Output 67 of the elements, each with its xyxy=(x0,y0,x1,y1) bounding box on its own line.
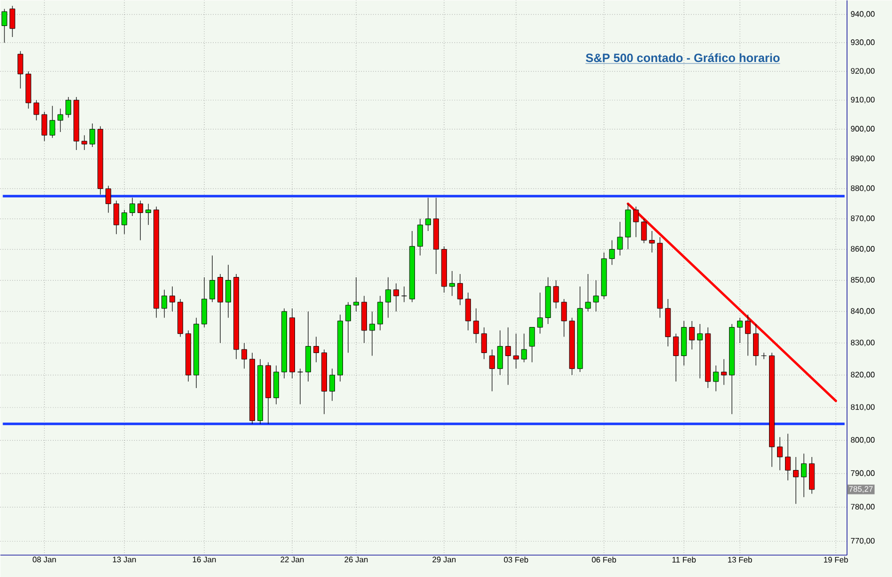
candlestick xyxy=(593,280,599,312)
candlestick xyxy=(66,96,72,118)
candlestick xyxy=(689,320,695,350)
candlestick xyxy=(393,283,399,312)
candlestick xyxy=(145,203,152,226)
candlestick xyxy=(561,298,567,338)
candlestick xyxy=(209,255,216,302)
candlestick xyxy=(425,197,431,232)
candlestick xyxy=(713,365,719,392)
candlestick xyxy=(633,206,639,238)
candlestick xyxy=(241,342,248,369)
candlestick xyxy=(225,264,232,318)
candlestick xyxy=(465,292,471,331)
candlestick xyxy=(2,8,8,43)
candlestick xyxy=(58,108,64,132)
candlestick xyxy=(50,106,56,138)
candlestick xyxy=(345,302,351,353)
candlestick xyxy=(537,292,543,334)
text: S&P 500 contado - Gráfico horario xyxy=(586,53,780,62)
candlestick xyxy=(801,453,807,498)
candlestick xyxy=(513,333,519,369)
candlestick xyxy=(449,270,455,296)
candlestick xyxy=(385,276,391,318)
candlestick xyxy=(673,333,679,382)
candlestick xyxy=(753,324,759,366)
candlestick xyxy=(553,280,559,309)
candlestick xyxy=(18,50,24,89)
candlestick xyxy=(90,123,96,148)
candlestick xyxy=(793,456,799,504)
candlestick xyxy=(82,134,88,150)
candlestick xyxy=(785,433,791,481)
candlestick xyxy=(130,197,136,216)
candlestick xyxy=(10,6,16,38)
candlestick xyxy=(34,100,40,121)
candlestick xyxy=(417,218,423,256)
candlestick xyxy=(42,111,48,142)
candlestick xyxy=(617,222,623,256)
candlestick xyxy=(457,274,463,306)
candlestick xyxy=(489,349,495,392)
candlestick xyxy=(473,308,479,344)
candlestick xyxy=(329,368,335,402)
candlestick xyxy=(161,289,168,318)
candlestick xyxy=(377,296,383,331)
candlestick xyxy=(137,200,144,240)
candlestick xyxy=(777,436,783,471)
candlestick xyxy=(609,240,615,266)
candlestick xyxy=(737,317,743,344)
candlestick xyxy=(401,286,407,302)
candlestick xyxy=(369,311,375,356)
candlestick xyxy=(497,330,503,376)
candlestick xyxy=(114,200,120,234)
candlestick xyxy=(521,333,527,363)
candlestick xyxy=(297,368,304,405)
candlestick xyxy=(585,274,591,312)
candlestick xyxy=(641,218,647,244)
candlestick xyxy=(106,185,112,213)
candlestick xyxy=(353,276,359,312)
candlestick xyxy=(505,326,511,386)
candlestick xyxy=(697,324,703,379)
candlestick xyxy=(481,326,487,360)
candlestick xyxy=(649,230,655,253)
candlestick xyxy=(529,326,535,363)
candlestick xyxy=(313,336,319,363)
candlestick xyxy=(721,358,727,386)
candlestick xyxy=(745,314,751,356)
candlestick xyxy=(169,286,176,312)
candlestick xyxy=(122,210,128,234)
